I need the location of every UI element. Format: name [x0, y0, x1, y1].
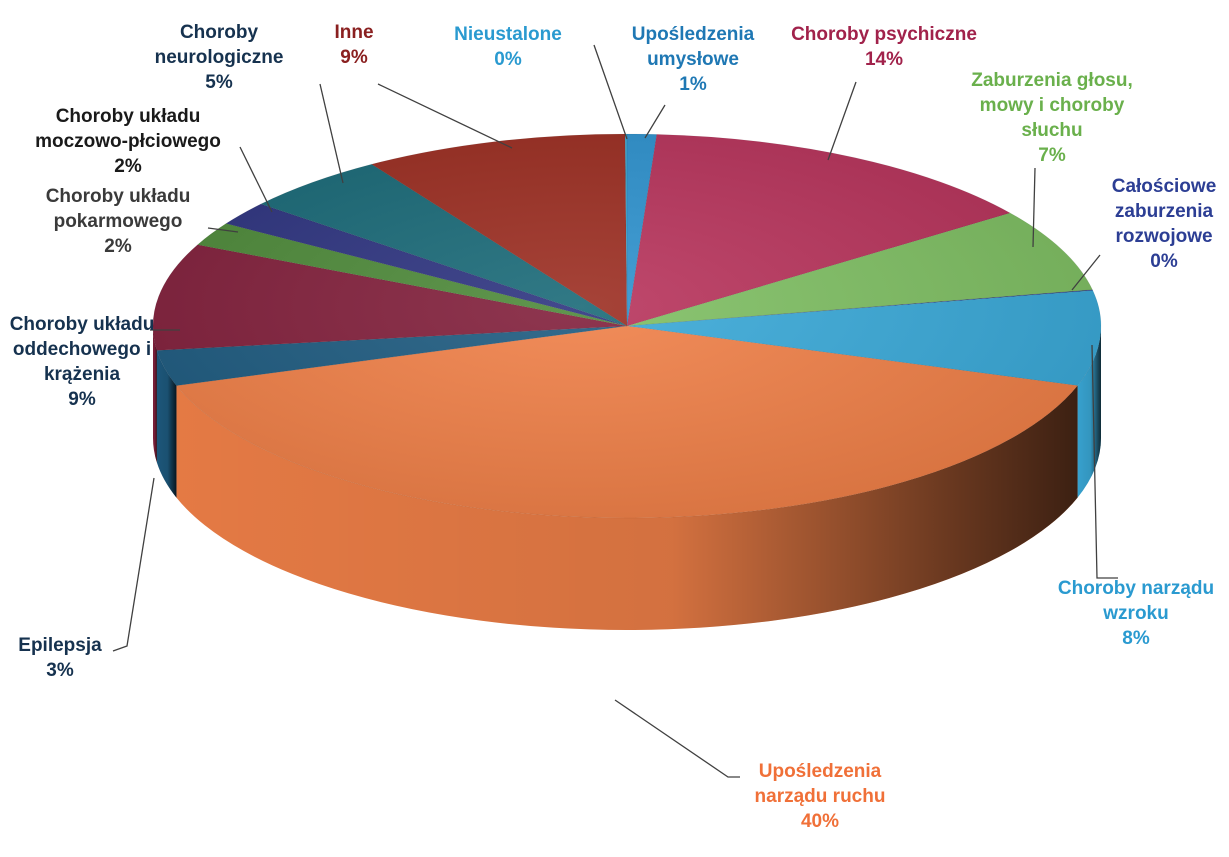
slice-label: Choroby neurologiczne 5% [155, 22, 284, 93]
leader-line [1091, 344, 1118, 579]
leader-line [207, 227, 239, 233]
pie-slice-side [1077, 326, 1101, 498]
slice-label: Całościowe zaburzenia rozwojowe 0% [1112, 176, 1217, 272]
slice-label: Nieustalone 0% [454, 24, 562, 70]
slice-label: Upośledzenia narządu ruchu 40% [755, 761, 886, 832]
pie-top-sheen [153, 134, 1101, 518]
slice-label: Epilepsja 3% [18, 635, 102, 681]
leader-line [1032, 167, 1036, 248]
slice-labels: Upośledzenia umysłowe 1% Choroby psychiczne… [10, 22, 1217, 832]
slice-label: Choroby układu pokarmowego 2% [46, 186, 191, 257]
slice-label: Choroby narządu wzroku 8% [1058, 578, 1214, 649]
leader-line [614, 699, 740, 778]
slice-label: Zaburzenia głosu, mowy i choroby słuchu 7% [971, 70, 1133, 166]
slice-label: Choroby psychiczne 14% [791, 24, 977, 70]
leader-line [644, 104, 666, 139]
slice-label: Choroby układu moczowo-płciowego 2% [35, 106, 221, 177]
slice-label: Upośledzenia umysłowe 1% [632, 24, 755, 95]
leader-line [593, 44, 628, 140]
leader-line [319, 83, 344, 184]
pie-slice-side [156, 350, 177, 498]
leader-lines [112, 44, 1118, 778]
pie-top-layer [152, 133, 1102, 519]
leader-line [112, 477, 155, 652]
pie-slice-side [153, 326, 157, 463]
pie-slice-side [176, 385, 1078, 630]
leader-line [1071, 254, 1101, 291]
slice-label: Choroby układu oddechowego i krążenia 9% [10, 314, 155, 410]
leader-line [239, 146, 273, 213]
leader-line [827, 81, 857, 161]
slice-label: Inne 9% [334, 22, 373, 68]
pie-side-layer [153, 326, 1101, 630]
leader-line [377, 83, 513, 149]
